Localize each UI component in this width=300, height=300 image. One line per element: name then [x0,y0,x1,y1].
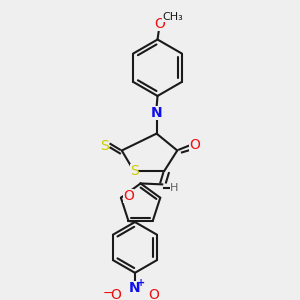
Text: O: O [154,17,165,32]
Text: S: S [100,139,109,153]
Text: O: O [123,189,134,203]
Text: O: O [148,288,159,300]
Text: −: − [102,287,113,300]
Text: +: + [137,278,146,288]
Text: N: N [129,281,141,295]
Text: S: S [130,164,138,178]
Text: O: O [111,288,122,300]
Text: CH₃: CH₃ [162,12,183,22]
Text: H: H [170,183,178,193]
Text: O: O [189,138,200,152]
Text: N: N [151,106,162,120]
